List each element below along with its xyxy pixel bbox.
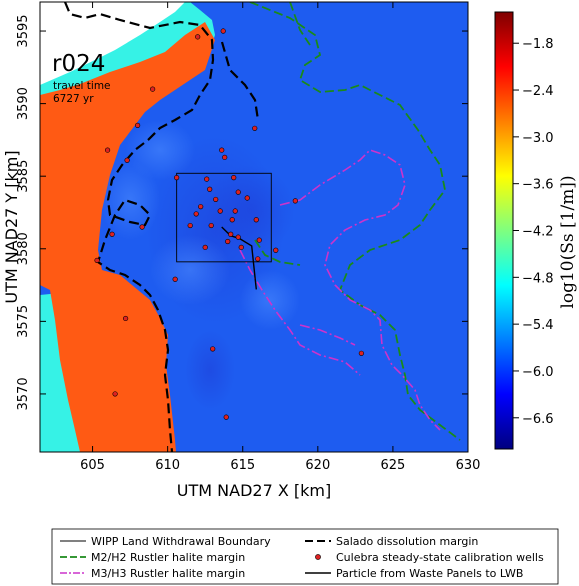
colorbar-tick-label: −2.4 [522, 84, 554, 99]
calibration-well [228, 231, 234, 237]
calibration-well [253, 217, 259, 223]
colorbar-tick-label: −3.0 [522, 131, 554, 146]
y-tick-label: 3595 [16, 14, 31, 47]
calibration-well [112, 391, 118, 397]
calibration-well [174, 175, 180, 181]
plot-frame [39, 1, 469, 453]
y-axis-label: UTM NAD27 Y [km] [2, 150, 21, 303]
calibration-well [109, 231, 115, 237]
legend: WIPP Land Withdrawal Boundary M2/H2 Rust… [51, 528, 559, 585]
legend-label-salado: Salado dissolution margin [336, 535, 478, 548]
calibration-well [231, 175, 237, 181]
heatmap-field [40, 2, 468, 452]
calibration-well [135, 122, 141, 128]
calibration-well [124, 157, 130, 163]
salado-dissolution-margin [63, 2, 215, 452]
calibration-well [252, 125, 258, 131]
calibration-well [235, 189, 241, 195]
calibration-well [195, 34, 201, 40]
white-corner [40, 2, 185, 85]
x-tick-label: 615 [230, 458, 255, 473]
calibration-well [94, 257, 100, 263]
calibration-well [232, 208, 238, 214]
m3-h3-rustler-halite-margin [239, 249, 361, 376]
calibration-well [223, 414, 229, 420]
calibration-well [198, 204, 204, 210]
low-value-blobs [100, 120, 300, 410]
colorbar-tick-label: −1.8 [522, 37, 554, 52]
legend-box [51, 528, 559, 585]
zone-high-storage [40, 22, 215, 452]
calibration-well [225, 238, 231, 245]
run-title: r024 [52, 51, 105, 77]
legend-swatch-wells [315, 554, 321, 560]
colorbar-tick-label: −6.0 [522, 365, 554, 380]
y-tick-label: 3590 [16, 87, 31, 120]
salado-dissolution-margin [220, 41, 260, 121]
calibration-well [187, 222, 193, 229]
calibration-well [204, 176, 210, 182]
calibration-well [244, 195, 250, 201]
colorbar [494, 11, 514, 450]
x-tick-label: 605 [80, 458, 105, 473]
legend-label-wells: Culebra steady-state calibration wells [336, 551, 544, 564]
y-axis-ticks: 3570 3575 3580 3585 3590 3595 [16, 14, 468, 410]
y-tick-label: 3580 [16, 232, 31, 265]
calibration-well [235, 234, 241, 240]
colorbar-label: log10(Ss [1/m]) [558, 175, 578, 308]
calibration-well [122, 315, 129, 322]
x-axis-label: UTM NAD27 X [km] [177, 481, 331, 500]
colorbar-tick-label: −4.8 [522, 271, 554, 286]
y-tick-label: 3585 [16, 160, 31, 193]
colorbar-tick-label: −5.4 [522, 318, 554, 333]
legend-label-m2h2: M2/H2 Rustler halite margin [91, 551, 245, 564]
m2-h2-rustler-halite-margin [254, 239, 301, 266]
calibration-well [208, 222, 214, 229]
y-tick-label: 3575 [16, 305, 31, 338]
wipp-land-withdrawal-boundary [176, 172, 272, 263]
m3-h3-rustler-halite-margin [299, 324, 356, 346]
calibration-well [104, 147, 111, 153]
calibration-well [220, 28, 226, 34]
calibration-well [150, 86, 156, 92]
calibration-well [139, 224, 145, 230]
legend-label-wipp: WIPP Land Withdrawal Boundary [91, 535, 271, 548]
calibration-well [219, 147, 225, 153]
calibration-well [172, 276, 178, 282]
travel-time-value: 6727 yr [53, 93, 94, 105]
m3-h3-rustler-halite-margin [279, 149, 441, 431]
colorbar-tick-label: −4.2 [522, 225, 554, 240]
calibration-well [207, 186, 213, 192]
colorbar-tick-label: −6.6 [522, 412, 554, 427]
calibration-well [292, 198, 298, 204]
legend-label-m3h3: M3/H3 Rustler halite margin [91, 567, 245, 580]
y-tick-label: 3570 [16, 377, 31, 410]
m2-h2-rustler-halite-margin [289, 2, 311, 46]
calibration-well [193, 211, 199, 217]
calibration-well [273, 247, 279, 253]
colorbar-ticks: −1.8 −2.4 −3.0 −3.6 −4.2 −4.8 −5.4 −6.0 −6.6 [513, 37, 554, 427]
calibration-well [213, 196, 219, 203]
calibration-well [358, 350, 364, 356]
calibration-well [255, 256, 261, 262]
m2-h2-rustler-halite-margin [249, 2, 461, 441]
legend-label-particle: Particle from Waste Panels to LWB [336, 567, 523, 580]
calibration-wells [94, 28, 364, 420]
calibration-well [217, 208, 223, 214]
x-tick-label: 620 [305, 458, 330, 473]
calibration-well [222, 154, 228, 160]
travel-time-label: travel time [53, 80, 111, 92]
x-tick-label: 630 [456, 458, 481, 473]
calibration-well [256, 237, 262, 243]
calibration-well [210, 346, 216, 352]
calibration-well [238, 244, 244, 250]
x-tick-label: 625 [380, 458, 405, 473]
x-tick-label: 610 [155, 458, 180, 473]
colorbar-tick-label: −3.6 [522, 178, 554, 193]
contour-lines [63, 2, 461, 452]
calibration-well [202, 244, 208, 250]
x-axis-ticks: 605 610 615 620 625 630 [80, 2, 480, 473]
calibration-well [229, 217, 235, 223]
